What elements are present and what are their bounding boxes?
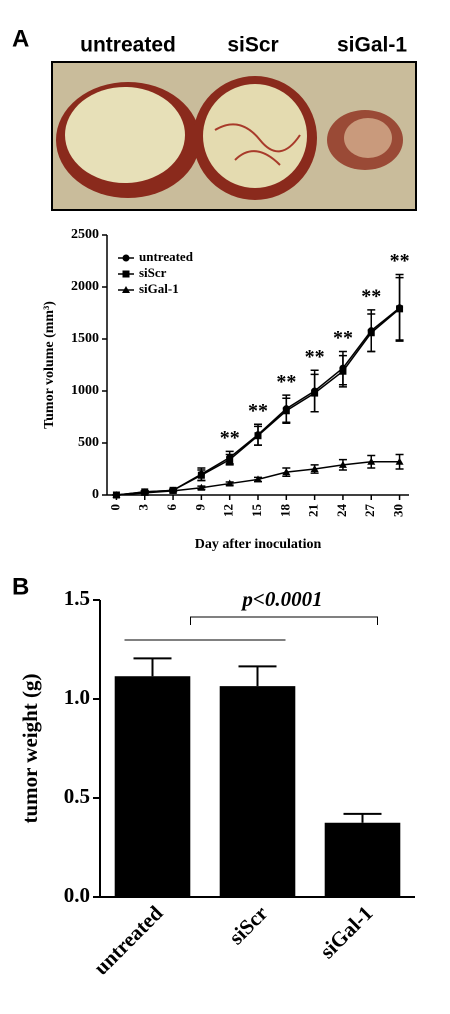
legend-label: siScr	[139, 265, 167, 280]
y-tick-label: 2500	[71, 227, 99, 242]
photo-label: siScr	[227, 34, 278, 57]
marker	[254, 432, 262, 440]
y-tick-label: 1.0	[64, 685, 90, 709]
error-bar	[133, 657, 172, 677]
x-tick-label: 9	[192, 504, 207, 511]
marker	[169, 486, 178, 494]
marker	[367, 457, 376, 465]
marker	[282, 468, 291, 476]
y-tick-label: 1.5	[64, 586, 90, 610]
marker	[140, 488, 149, 496]
significance: **	[361, 285, 381, 307]
x-tick-label: 0	[107, 504, 122, 511]
marker	[367, 329, 375, 337]
panel-label: B	[12, 573, 29, 600]
legend-marker	[122, 286, 130, 293]
tumor-photo	[51, 61, 417, 211]
significance: **	[220, 427, 240, 449]
legend-label: siGal-1	[139, 281, 179, 296]
bar	[324, 822, 401, 897]
marker	[225, 479, 234, 487]
marker	[197, 483, 206, 491]
x-tick-label: 27	[362, 504, 377, 518]
marker	[311, 389, 319, 397]
y-axis-label: Tumor volume (mm³)	[42, 301, 57, 429]
x-tick-label: 15	[249, 504, 264, 518]
marker	[197, 471, 205, 479]
marker	[396, 305, 404, 313]
y-tick-label: 0.0	[64, 883, 90, 907]
bar	[219, 686, 296, 897]
marker	[338, 460, 347, 468]
error-bar	[343, 812, 382, 823]
y-axis-label: tumor weight (g)	[18, 673, 42, 823]
y-tick-label: 2000	[71, 279, 99, 294]
x-tick-label: 24	[334, 504, 349, 518]
panel-label: A	[12, 25, 29, 52]
x-tick-label: 12	[221, 504, 236, 517]
marker	[395, 457, 404, 465]
significance: **	[390, 250, 410, 272]
y-tick-label: 1000	[71, 383, 99, 398]
significance: **	[333, 327, 353, 349]
y-tick-label: 0	[92, 487, 99, 502]
legend-marker	[122, 254, 130, 262]
significance: **	[305, 346, 325, 368]
marker	[112, 491, 121, 498]
photo-label: untreated	[80, 34, 176, 57]
bracket	[190, 616, 378, 625]
x-tick-label: 30	[391, 504, 406, 517]
x-tick-label: siGal-1	[315, 901, 377, 963]
p-value: p<0.0001	[240, 587, 322, 611]
error-bar	[238, 665, 277, 687]
x-tick-label: untreated	[89, 901, 168, 980]
marker	[310, 465, 319, 472]
y-tick-label: 0.5	[64, 784, 90, 808]
significance: **	[276, 371, 296, 393]
x-tick-label: 3	[136, 504, 151, 511]
y-tick-label: 500	[78, 435, 99, 450]
x-axis-label: Day after inoculation	[195, 537, 322, 552]
x-tick-label: 6	[164, 504, 179, 511]
y-tick-label: 1500	[71, 331, 99, 346]
legend-label: untreated	[139, 249, 194, 264]
x-tick-label: 21	[306, 504, 321, 517]
x-tick-label: 18	[277, 504, 292, 518]
marker	[254, 475, 262, 483]
marker	[226, 456, 234, 464]
bar	[114, 676, 191, 897]
significance: **	[248, 400, 268, 422]
marker	[339, 367, 347, 375]
x-tick-label: siScr	[224, 901, 272, 949]
marker	[282, 407, 290, 415]
photo-label: siGal-1	[337, 34, 407, 57]
legend-marker	[122, 270, 130, 278]
